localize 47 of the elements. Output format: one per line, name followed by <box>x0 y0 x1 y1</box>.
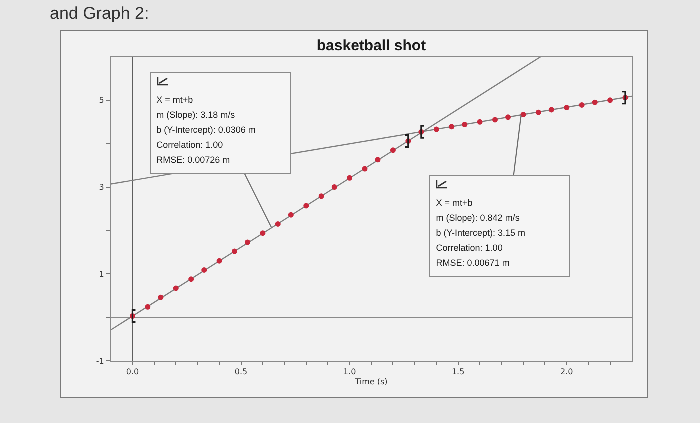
point <box>564 105 570 111</box>
x-tick-label: 1.5 <box>452 368 465 377</box>
point <box>216 258 222 264</box>
x-tick-label: 2.0 <box>560 368 574 377</box>
point <box>260 230 266 236</box>
callout-box: X = mt+b m (Slope): 0.842 m/s b (Y-Intercept): 3.15 m Correlation: 1.00 RMSE: 0.00671 m <box>429 174 570 277</box>
point <box>462 122 468 128</box>
point <box>275 221 281 227</box>
point <box>202 267 208 273</box>
x-tick-label: 1.0 <box>343 368 356 377</box>
y-tick-label: 1 <box>99 270 104 279</box>
point <box>506 114 512 120</box>
x-tick-label: 0.0 <box>126 368 140 377</box>
point <box>288 212 294 218</box>
x-tick-label: 0.5 <box>234 368 248 377</box>
point <box>188 276 194 282</box>
point <box>173 286 179 292</box>
point <box>477 119 483 125</box>
point <box>434 126 440 132</box>
point <box>449 124 455 130</box>
point <box>232 248 238 254</box>
point <box>145 304 151 310</box>
x-axis-title: Time (s) <box>354 378 388 387</box>
point <box>362 166 368 172</box>
point <box>608 98 614 104</box>
y-tick-label: -1 <box>96 356 104 366</box>
point <box>347 175 353 181</box>
point <box>318 194 324 200</box>
point <box>579 102 585 108</box>
point <box>592 100 598 106</box>
chart-title: basketball shot <box>316 37 426 54</box>
point <box>158 294 164 300</box>
point <box>492 117 498 123</box>
y-tick-label: 5 <box>99 96 104 106</box>
point <box>304 203 310 209</box>
point <box>520 112 526 118</box>
point <box>332 184 338 190</box>
point <box>245 240 251 246</box>
point <box>548 107 554 113</box>
annotation: X = mt+b m (Slope): 3.18 m/s b (Y-Intercept): 0.0306 m Correlation: 1.00 RMSE: 0.00726 m <box>156 94 257 167</box>
text: and Graph 2: <box>50 4 150 24</box>
callout-box: X = mt+b m (Slope): 3.18 m/s b (Y-Intercept): 0.0306 m Correlation: 1.00 RMSE: 0.00726 m <box>150 72 291 174</box>
annotation: X = mt+b m (Slope): 0.842 m/s b (Y-Intercept): 3.15 m Correlation: 1.00 RMSE: 0.00671 m <box>436 196 526 270</box>
point <box>375 157 381 163</box>
y-tick-label: 3 <box>99 183 104 192</box>
point <box>390 148 396 154</box>
point <box>536 110 542 116</box>
